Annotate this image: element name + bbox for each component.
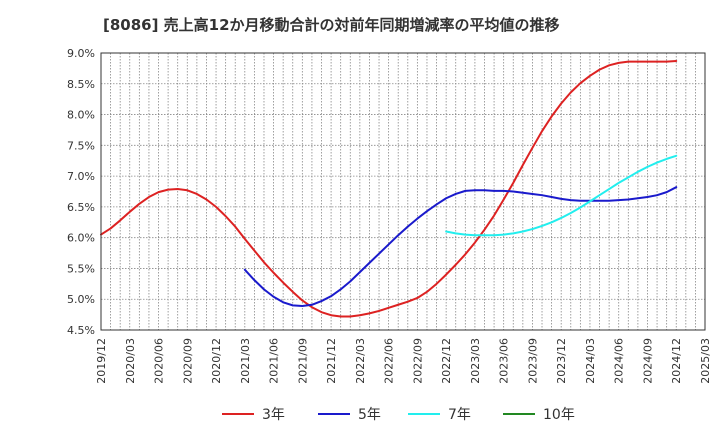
legend-label-3: 10年: [543, 407, 575, 423]
x-tick-label: 2019/12: [95, 338, 108, 384]
x-tick-label: 2022/12: [440, 338, 453, 384]
x-tick-label: 2022/09: [411, 338, 424, 384]
series-line-0: [100, 60, 678, 318]
x-tick-label: 2024/06: [613, 338, 626, 384]
x-tick-label: 2020/09: [181, 338, 194, 384]
plot-frame: [100, 52, 706, 331]
x-tick-label: 2024/09: [641, 338, 654, 384]
y-tick-label: 5.5%: [67, 262, 95, 275]
y-tick-label: 8.0%: [67, 109, 95, 122]
x-tick-label: 2020/03: [124, 338, 137, 384]
y-axis-ticks: 4.5% 5.0% 5.5% 6.0% 6.5% 7.0% 7.5% 8.0% 8.5% 9.0%: [67, 47, 95, 337]
y-tick-label: 4.5%: [67, 324, 95, 337]
series-line-1: [243, 186, 678, 307]
x-tick-label: 2021/09: [296, 338, 309, 384]
y-tick-label: 6.0%: [67, 232, 95, 245]
grid-lines: [101, 53, 705, 330]
x-tick-label: 2020/06: [153, 338, 166, 384]
y-tick-label: 6.5%: [67, 201, 95, 214]
x-tick-label: 2025/03: [699, 338, 712, 384]
legend-label-2: 7年: [448, 407, 471, 423]
y-tick-label: 8.5%: [67, 78, 95, 91]
x-tick-label: 2021/06: [268, 338, 281, 384]
x-tick-label: 2022/03: [354, 338, 367, 384]
legend: 3年 5年 7年 10年: [222, 407, 575, 423]
x-tick-label: 2021/12: [325, 338, 338, 384]
y-tick-label: 7.5%: [67, 139, 95, 152]
chart-title: [8086] 売上高12か月移動合計の対前年同期増減率の平均値の推移: [103, 16, 560, 34]
x-tick-label: 2023/09: [526, 338, 539, 384]
y-tick-label: 9.0%: [67, 47, 95, 60]
x-tick-label: 2022/06: [383, 338, 396, 384]
x-tick-label: 2020/12: [210, 338, 223, 384]
x-axis-ticks: 2019/12 2020/03 2020/06 2020/09 2020/12 2021/…: [95, 338, 712, 384]
x-tick-label: 2021/03: [239, 338, 252, 384]
legend-label-0: 3年: [262, 407, 285, 423]
x-tick-label: 2024/12: [670, 338, 683, 384]
x-tick-label: 2024/03: [584, 338, 597, 384]
y-tick-label: 7.0%: [67, 170, 95, 183]
series-lines: [100, 60, 678, 318]
x-tick-label: 2023/03: [469, 338, 482, 384]
y-tick-label: 5.0%: [67, 293, 95, 306]
legend-label-1: 5年: [358, 407, 381, 423]
x-tick-label: 2023/06: [498, 338, 511, 384]
x-tick-label: 2023/12: [555, 338, 568, 384]
series-line-2: [445, 154, 678, 237]
